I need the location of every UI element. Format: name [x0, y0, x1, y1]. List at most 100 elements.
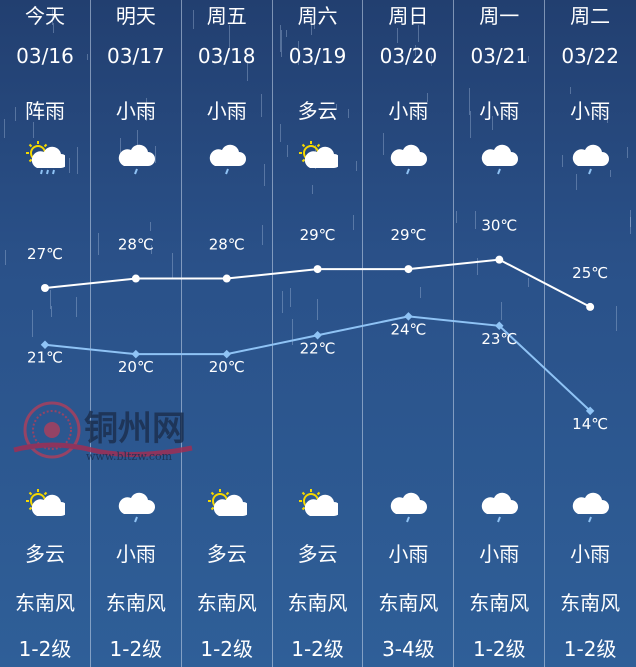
rain-streak: [5, 249, 7, 266]
forecast-day-column: 今天 03/16 阵雨 多云 东南风 1-2级: [0, 0, 91, 667]
rain-streak: [286, 29, 288, 37]
rain-streak: [290, 287, 292, 307]
cloud-rain-icon: [570, 140, 610, 175]
high-temperature-label: 29℃: [300, 226, 336, 244]
rain-streak: [98, 233, 100, 255]
rain-streak: [52, 6, 54, 25]
rain-streak: [228, 25, 230, 51]
high-temperature-point: [313, 265, 322, 274]
wind-direction-label: 东南风: [378, 591, 439, 615]
forecast-day-column: 明天 03/17 小雨 小雨 东南风 1-2级: [91, 0, 182, 667]
rain-streak: [491, 116, 493, 130]
rain-streak: [427, 92, 429, 103]
rain-streak: [419, 286, 421, 298]
rain-streak: [146, 97, 148, 122]
rain-streak: [49, 290, 51, 309]
day-weather-label: 小雨: [115, 99, 156, 123]
cloud-rain-icon: [388, 140, 428, 175]
cloud-rain-icon: [570, 488, 610, 523]
low-temperature-label: 23℃: [481, 330, 517, 348]
watermark-url: www.bltzw.com: [86, 450, 173, 463]
wind-direction-label: 东南风: [560, 591, 621, 615]
rain-streak: [477, 258, 479, 276]
night-weather-label: 多云: [297, 542, 338, 566]
forecast-day-column: 周五 03/18 小雨 多云 东南风 1-2级: [182, 0, 273, 667]
low-temperature-point: [495, 321, 504, 331]
rain-streak: [469, 111, 471, 138]
wind-direction-label: 东南风: [196, 591, 257, 615]
rain-streak: [335, 103, 337, 111]
rain-streak: [310, 21, 312, 35]
day-label: 周一: [479, 4, 520, 28]
rain-streak: [282, 291, 284, 314]
day-weather-label: 多云: [297, 99, 338, 123]
rain-streak: [352, 215, 354, 230]
rain-streak: [120, 138, 122, 157]
date-label: 03/21: [470, 44, 529, 68]
day-label: 周日: [388, 4, 429, 28]
day-weather-label: 小雨: [388, 99, 429, 123]
day-label: 周二: [570, 4, 611, 28]
rain-streak: [76, 296, 78, 318]
high-temperature-point: [41, 284, 49, 292]
rain-streak: [415, 44, 417, 56]
night-weather-label: 小雨: [388, 542, 429, 566]
rain-streak: [383, 132, 385, 156]
wind-level-label: 1-2级: [563, 637, 617, 661]
rain-streak: [298, 41, 300, 65]
cloud-rain-icon: [116, 140, 156, 175]
rain-streak: [629, 209, 631, 234]
rain-streak: [193, 9, 195, 29]
forecast-day-column: 周二 03/22 小雨 小雨 东南风 1-2级: [545, 0, 636, 667]
high-temperature-point: [586, 302, 595, 311]
high-temperature-point: [404, 265, 413, 274]
day-label: 明天: [115, 4, 156, 28]
rain-streak: [280, 29, 282, 58]
rain-streak: [50, 305, 52, 317]
date-label: 03/20: [379, 44, 438, 68]
watermark-logo: 铜州网 www.bltzw.com: [12, 400, 202, 470]
night-weather-label: 小雨: [115, 542, 156, 566]
rain-streak: [149, 221, 151, 232]
rain-streak: [528, 55, 530, 63]
cloud-rain-icon: [207, 140, 247, 175]
watermark-name: 铜州网: [84, 409, 186, 449]
high-temperature-label: 25℃: [572, 264, 608, 282]
wind-level-label: 1-2级: [200, 637, 254, 661]
date-label: 03/22: [561, 44, 619, 68]
low-temperature-point: [585, 406, 595, 416]
low-temperature-point: [404, 312, 413, 321]
low-temperature-point: [313, 331, 322, 340]
rain-streak: [86, 54, 88, 61]
rain-streak: [500, 301, 502, 320]
high-temperature-point: [222, 274, 231, 283]
high-temperature-point: [495, 255, 504, 264]
rain-streak: [136, 129, 138, 151]
rain-streak: [69, 157, 71, 173]
rain-streak: [150, 245, 152, 255]
sun-cloud-icon: [207, 488, 250, 522]
rain-streak: [356, 160, 358, 171]
low-temperature-label: 20℃: [209, 358, 245, 376]
sun-cloud-rain-icon: [25, 140, 68, 175]
rain-streak: [455, 210, 457, 223]
rain-streak: [286, 144, 288, 157]
low-temperature-point: [40, 340, 50, 349]
cloud-rain-icon: [388, 488, 428, 523]
rain-streak: [4, 118, 6, 138]
rain-streak: [76, 146, 78, 174]
rain-streak: [317, 299, 319, 321]
date-label: 03/16: [16, 44, 74, 68]
rain-streak: [418, 25, 420, 43]
day-weather-label: 小雨: [206, 99, 247, 123]
day-weather-label: 阵雨: [25, 99, 65, 123]
date-label: 03/19: [288, 44, 347, 68]
rain-streak: [262, 224, 264, 245]
rain-streak: [155, 146, 157, 164]
forecast-day-column: 周六 03/19 多云 多云 东南风 1-2级: [273, 0, 364, 667]
high-temperature-point: [131, 274, 140, 283]
low-temperature-point: [222, 349, 231, 359]
cloud-rain-icon: [479, 488, 519, 523]
